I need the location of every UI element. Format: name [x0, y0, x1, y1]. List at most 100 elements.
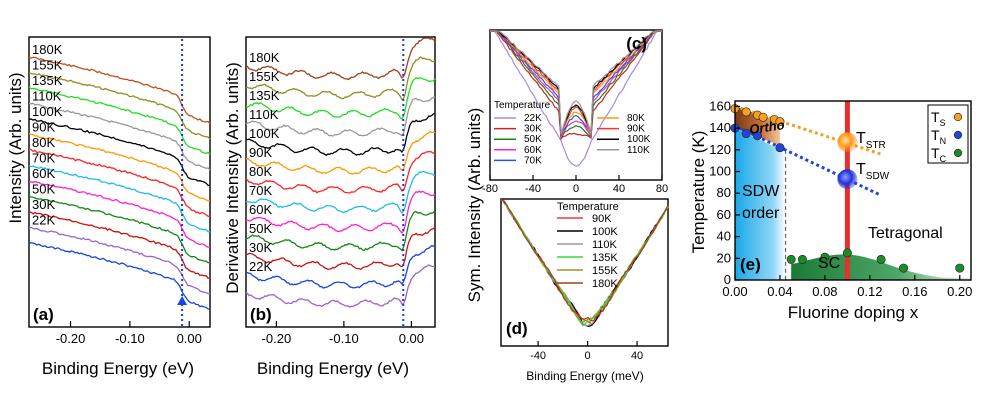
- panel-e-point: [758, 112, 768, 122]
- panel-e-xtick-label: 0.08: [812, 284, 837, 299]
- panel-d: -40 0 40 Temperature 90K100K110K135K155K18…: [500, 198, 669, 383]
- panel-c-legend-label: 60K: [524, 145, 542, 156]
- panel-e: Temperature (K) 0.00 0.04 0.08 0.12 0.16 0.20…: [689, 98, 972, 322]
- panel-e-xtick-label: 0.04: [767, 284, 792, 299]
- panel-b-curve: [245, 264, 435, 308]
- panel-a-curve: [28, 241, 211, 310]
- tetragonal-label: Tetragonal: [868, 225, 943, 242]
- panel-c-legend-title: Temperature: [494, 100, 551, 111]
- panel-e-legend-label: TS: [931, 109, 946, 128]
- panel-e-xtick-label: 0.12: [857, 284, 882, 299]
- panel-a-series-label: 70K: [32, 151, 55, 166]
- panel-a-xtick-label: -0.10: [115, 331, 145, 346]
- panel-d-curve: [501, 199, 669, 322]
- panel-d-xtick-label: -40: [530, 350, 546, 362]
- panel-d-legend-label: 180K: [592, 278, 618, 290]
- panel-b-series-label: 90K: [249, 145, 272, 160]
- panel-c-xtick-label: -40: [525, 183, 541, 195]
- panel-d-curve: [500, 199, 669, 327]
- sc-label: SC: [818, 255, 840, 272]
- panel-b-series-label: 50K: [249, 221, 272, 236]
- panel-c-legend-label: 70K: [524, 155, 542, 166]
- panel-b-curve: [245, 37, 436, 81]
- panel-b-xlabel: Binding Energy (eV): [257, 359, 409, 378]
- panel-a-series-label: 180K: [32, 42, 63, 57]
- panel-c-legend-label: 90K: [627, 124, 645, 135]
- panel-e-legend-marker: [953, 112, 963, 122]
- panel-b-series-label: 70K: [249, 183, 272, 198]
- panel-a-curve: [28, 56, 211, 125]
- panel-e-xtick-label: 0.00: [722, 284, 747, 299]
- panel-d-legend-title: Temperature: [557, 201, 619, 213]
- panel-a-curve: [28, 226, 211, 295]
- panel-a-series-label: 22K: [32, 213, 55, 228]
- panel-d-xtick-label: 0: [585, 350, 591, 362]
- panel-d-label: (d): [506, 319, 528, 338]
- sc-region: [791, 254, 971, 280]
- panel-e-point: [842, 248, 852, 258]
- panel-a-curve: [29, 180, 211, 249]
- panel-e-legend-label: TN: [931, 127, 946, 146]
- ortho-label: Ortho: [748, 117, 785, 137]
- panel-e-point: [876, 254, 886, 264]
- tstr-label: TSTR: [856, 130, 886, 151]
- panel-e-ytick-label: 80: [717, 185, 731, 200]
- panel-c-curve: [490, 30, 662, 137]
- panel-e-xtick-label: 0.20: [947, 284, 972, 299]
- panel-e-ytick-label: 120: [709, 142, 731, 157]
- panel-a: Intensity (Arb. units) 180K155K135K110K1…: [6, 36, 211, 378]
- panel-a-curve: [28, 148, 211, 218]
- panel-e-frame: [734, 100, 972, 281]
- panel-e-point: [775, 117, 785, 127]
- panel-e-ylabel: Temperature (K): [689, 131, 708, 254]
- panel-b-series-label: 155K: [249, 69, 280, 84]
- panel-a-series-label: 90K: [32, 120, 55, 135]
- panel-e-ytick-label: 100: [709, 164, 731, 179]
- panel-b-xtick-label: -0.10: [329, 331, 359, 346]
- panel-b-xtick-label: -0.20: [262, 331, 292, 346]
- panel-c-xtick-label: -80: [482, 183, 498, 195]
- panel-e-ytick-label: 60: [717, 207, 731, 222]
- panel-e-point: [797, 254, 807, 264]
- panel-c-legend-label: 100K: [627, 134, 651, 145]
- panel-d-legend-label: 100K: [592, 226, 618, 238]
- panel-a-curve: [28, 195, 211, 264]
- panel-c-xtick-label: 0: [573, 183, 579, 195]
- panel-e-point: [741, 107, 751, 117]
- tstr-marker: [837, 132, 858, 153]
- panel-d-frame: [500, 198, 669, 347]
- panel-b-series-label: 80K: [249, 164, 272, 179]
- panel-e-xtick-label: 0.16: [902, 284, 927, 299]
- panel-a-series-label: 50K: [32, 182, 55, 197]
- panel-e-ytick-label: 0: [724, 272, 731, 287]
- panel-c-legend-label: 110K: [627, 145, 650, 156]
- panel-c-curve: [490, 30, 662, 141]
- panel-a-curve: [28, 86, 211, 156]
- panel-c-curve: [490, 30, 662, 140]
- panel-a-label: (a): [33, 305, 54, 324]
- panel-a-series-label: 135K: [32, 73, 63, 88]
- panel-b-series-label: 100K: [249, 126, 280, 141]
- panel-e-xlabel: Fluorine doping x: [788, 303, 919, 322]
- panel-c-curve: [490, 30, 662, 137]
- panel-d-curve: [500, 199, 669, 324]
- panel-e-point: [899, 263, 909, 273]
- tsdw-label: TSDW: [856, 161, 890, 182]
- panel-a-series-label: 80K: [32, 135, 55, 150]
- panel-b-series-label: 135K: [249, 88, 280, 103]
- panel-b-curve: [245, 96, 436, 137]
- panel-b-curve: [245, 170, 436, 214]
- panel-b-series-label: 110K: [249, 107, 279, 122]
- panel-c-legend-label: 50K: [524, 134, 542, 145]
- sdw-region: [735, 128, 786, 280]
- panel-a-xlabel: Binding Energy (eV): [42, 359, 194, 378]
- panel-b-curve: [245, 56, 436, 101]
- panel-b-label: (b): [250, 305, 272, 324]
- sdw-label-line2: order: [742, 205, 780, 222]
- panel-e-legend-label: TC: [931, 145, 947, 164]
- panel-b-xtick-label: 0.00: [399, 331, 424, 346]
- panel-b-curve: [245, 210, 436, 252]
- panel-a-curve: [28, 165, 211, 233]
- panel-c-curve: [490, 30, 662, 167]
